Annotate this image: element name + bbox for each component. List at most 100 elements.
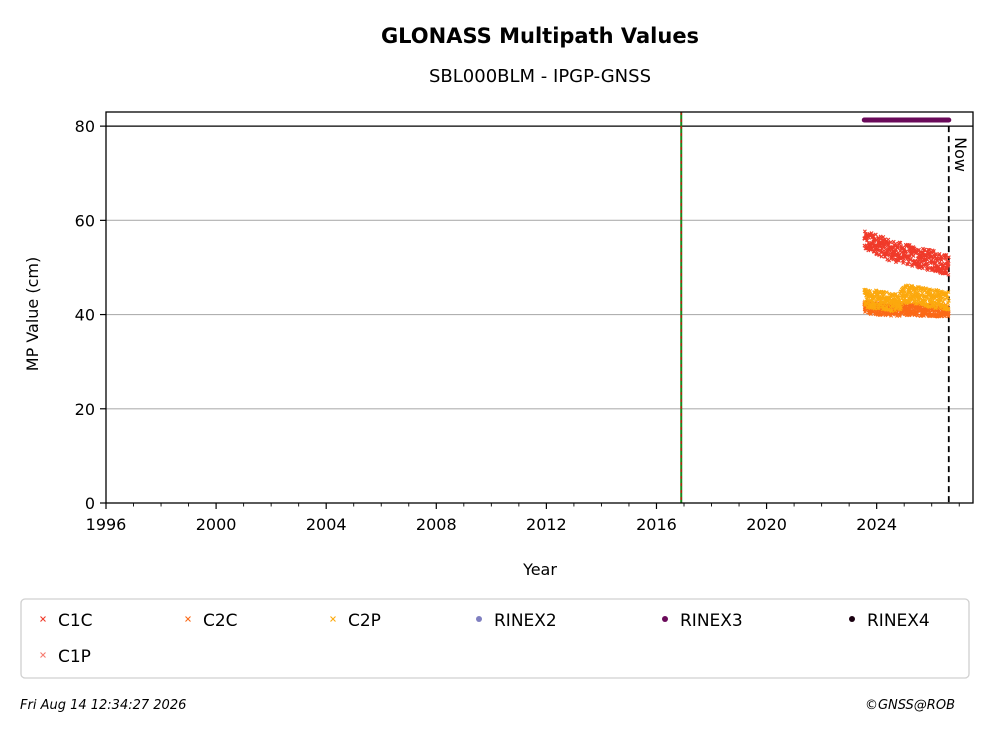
- footer-timestamp: Fri Aug 14 12:34:27 2026: [20, 698, 186, 713]
- x-tick-label: 2012: [526, 515, 567, 534]
- point-c2p: [889, 309, 894, 314]
- point-c2p: [902, 288, 907, 293]
- legend-item-rinex4: RINEX4: [849, 611, 930, 631]
- y-tick-label: 0: [85, 494, 95, 513]
- point-c2p: [946, 290, 951, 295]
- point-c2p: [936, 288, 941, 293]
- point-c2p: [928, 292, 933, 297]
- point-c2p: [900, 302, 905, 307]
- legend-label: RINEX2: [494, 611, 557, 631]
- legend-item-c1c: C1C: [40, 611, 93, 631]
- footer-copyright: ©GNSS@ROB: [865, 698, 955, 713]
- point-c1c: [898, 240, 903, 245]
- point-c1c: [893, 241, 898, 246]
- x-axis: 1996 2000 2004 2008 2012 2016 2020 2024: [86, 503, 960, 534]
- legend-label: RINEX3: [680, 611, 743, 631]
- y-axis: 0 20 40 60 80: [75, 117, 106, 513]
- point-c1c: [904, 249, 909, 254]
- y-tick-label: 40: [75, 306, 95, 325]
- legend-marker: [662, 616, 668, 622]
- legend-item-rinex2: RINEX2: [476, 611, 557, 631]
- point-c2c: [946, 314, 951, 319]
- point-c1c: [928, 254, 933, 259]
- legend-label: C2C: [203, 611, 238, 631]
- x-tick-label: 1996: [86, 515, 127, 534]
- legend-item-c1p: C1P: [40, 647, 91, 667]
- reference-lines: [106, 112, 973, 503]
- point-c2p: [906, 283, 911, 288]
- legend-marker: [330, 616, 336, 622]
- grid-lines: [106, 219, 973, 410]
- point-c2c: [939, 314, 944, 319]
- x-tick-label: 2008: [416, 515, 457, 534]
- point-c2p: [946, 298, 951, 303]
- point-c1c: [893, 250, 898, 255]
- point-c1c: [946, 261, 951, 266]
- point-c1c: [865, 238, 870, 243]
- x-tick-label: 2000: [196, 515, 237, 534]
- x-tick-label: 2016: [636, 515, 677, 534]
- legend-item-rinex3: RINEX3: [662, 611, 743, 631]
- chart-title: GLONASS Multipath Values: [381, 24, 699, 48]
- point-c2p: [942, 297, 947, 302]
- point-c2p: [873, 299, 878, 304]
- x-tick-label: 2004: [306, 515, 347, 534]
- point-c2p: [898, 305, 903, 310]
- legend-marker: [476, 616, 482, 622]
- point-c1c: [908, 257, 913, 262]
- point-c1c: [871, 234, 876, 239]
- y-tick-label: 20: [75, 400, 95, 419]
- point-c2p: [877, 304, 882, 309]
- point-c2p: [945, 295, 950, 300]
- point-c1c: [946, 255, 951, 260]
- point-c1c: [933, 261, 938, 266]
- y-axis-label: MP Value (cm): [23, 257, 42, 371]
- legend-box: [20, 598, 970, 679]
- point-c1c: [931, 249, 936, 254]
- point-c1c: [943, 256, 948, 261]
- point-c1c: [873, 232, 878, 237]
- point-c2p: [946, 307, 951, 312]
- legend: C1C C2C C2P RINEX2 RINEX3 RINEX4 C1P: [20, 598, 970, 679]
- legend-label: C1P: [58, 647, 91, 667]
- point-c1c: [946, 272, 951, 277]
- point-c2c: [946, 311, 951, 316]
- legend-label: C2P: [348, 611, 381, 631]
- point-c1c: [883, 237, 888, 242]
- legend-marker: [185, 616, 191, 622]
- point-c2p: [884, 305, 889, 309]
- point-c1c: [917, 261, 922, 266]
- plot-frame: [105, 111, 974, 504]
- legend-marker: [40, 616, 46, 622]
- point-c2p: [924, 286, 928, 291]
- point-c1c: [921, 263, 926, 268]
- x-tick-label: 2020: [746, 515, 787, 534]
- point-c2p: [868, 288, 873, 293]
- y-tick-label: 80: [75, 117, 95, 136]
- point-c1c: [933, 252, 938, 257]
- x-axis-label: Year: [522, 560, 557, 579]
- legend-item-c2c: C2C: [185, 611, 238, 631]
- point-c1c: [896, 258, 901, 263]
- y-tick-label: 60: [75, 211, 95, 230]
- legend-label: RINEX4: [867, 611, 930, 631]
- point-c1c: [895, 246, 900, 251]
- point-c1c: [869, 231, 874, 236]
- point-c1c: [877, 253, 882, 258]
- point-c2p: [944, 292, 949, 297]
- chart-subtitle: SBL000BLM - IPGP-GNSS: [429, 66, 651, 87]
- point-c1c: [888, 240, 893, 245]
- data-points: [861, 117, 952, 319]
- legend-label: C1C: [58, 611, 93, 631]
- point-c1c: [862, 229, 867, 234]
- point-c1c: [925, 261, 930, 266]
- point-c1c: [872, 237, 877, 242]
- legend-item-c2p: C2P: [330, 611, 381, 631]
- legend-marker: [40, 652, 46, 658]
- point-c1c: [924, 252, 929, 257]
- series-c2p: [862, 283, 951, 314]
- point-c2p: [891, 293, 896, 298]
- legend-marker: [849, 616, 855, 622]
- point-c1c: [901, 258, 906, 263]
